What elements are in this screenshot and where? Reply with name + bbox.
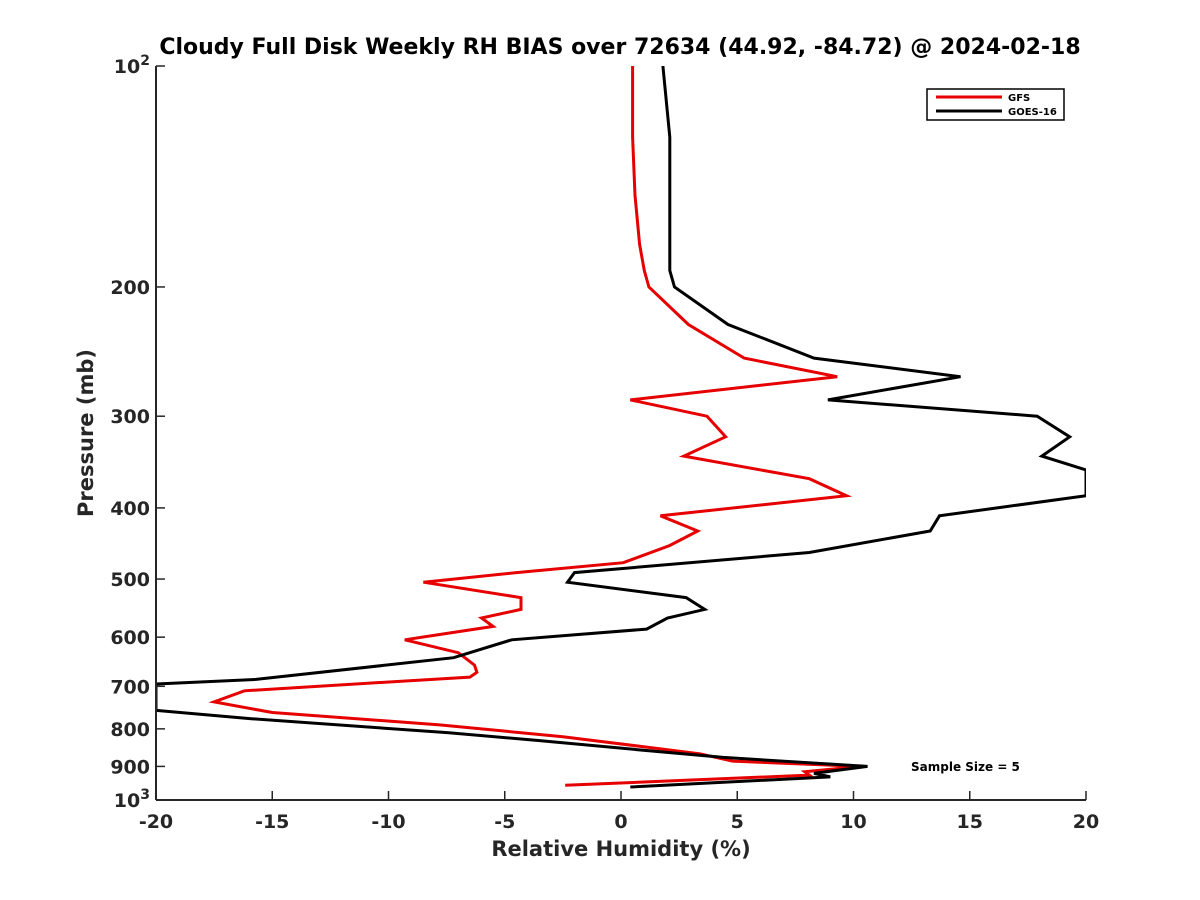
y-tick-label: 103 (114, 787, 150, 812)
y-tick-label: 200 (110, 277, 150, 299)
y-tick-label: 800 (110, 719, 150, 741)
y-tick-label: 102 (114, 53, 150, 78)
x-tick-label: -20 (139, 811, 173, 833)
series-line-goes-16 (156, 66, 1086, 789)
legend-box (926, 88, 1065, 121)
y-axis-label: Pressure (mb) (74, 349, 98, 517)
y-tick-label: 700 (110, 676, 150, 698)
x-tick-label: 20 (1073, 811, 1099, 833)
y-tick-label: 300 (110, 406, 150, 428)
x-tick-label: 15 (957, 811, 983, 833)
legend: GFS GOES-16 (926, 88, 1065, 121)
x-tick-label: -10 (371, 811, 405, 833)
y-tick-label: 400 (110, 498, 150, 520)
x-tick-label: 5 (731, 811, 744, 833)
sample-size-annotation: Sample Size = 5 (911, 760, 1020, 774)
y-tick-label: 600 (110, 627, 150, 649)
legend-label-goes16: GOES-16 (1008, 107, 1057, 118)
series-layer (156, 66, 1086, 789)
legend-label-gfs: GFS (1008, 93, 1030, 104)
x-axis-label: Relative Humidity (%) (491, 837, 750, 861)
x-tick-label: 0 (614, 811, 627, 833)
axes-layer: -20 -15 -10 -5 0 5 10 15 20 102 200 300 400 500 600 700… (110, 53, 1099, 833)
x-tick-label: -5 (494, 811, 515, 833)
series-line-gfs (208, 66, 861, 787)
chart-title: Cloudy Full Disk Weekly RH BIAS over 726… (159, 35, 1080, 60)
y-tick-label: 500 (110, 569, 150, 591)
x-tick-label: -15 (255, 811, 289, 833)
y-tick-label: 900 (110, 756, 150, 778)
x-tick-label: 10 (840, 811, 866, 833)
